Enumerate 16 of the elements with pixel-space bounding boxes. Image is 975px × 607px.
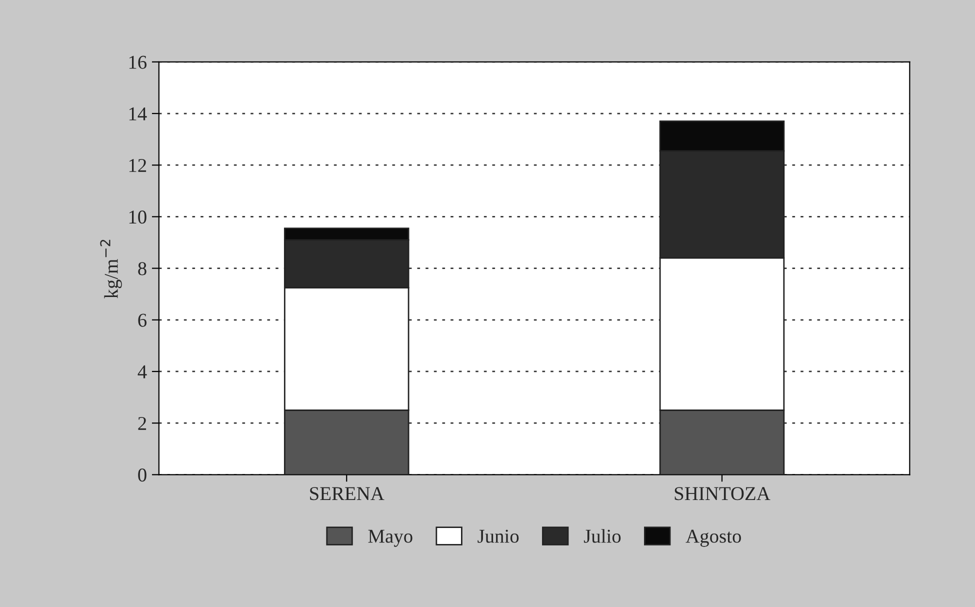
legend-label: Julio: [584, 529, 621, 543]
x-tick-label: SHINTOZA: [674, 487, 770, 500]
y-tick-label: 6: [138, 314, 147, 327]
legend-label: Agosto: [686, 530, 741, 547]
y-tick-label: 10: [129, 210, 146, 224]
y-axis-title: kg/m$^{−2}$: [100, 240, 122, 298]
y-tick-label: 14: [129, 107, 147, 120]
y-tick-label: 2: [138, 416, 146, 430]
y-tick-label: 0: [138, 468, 146, 482]
x-tick-label: SERENA: [310, 487, 384, 500]
y-tick-label: 16: [129, 56, 147, 69]
y-tick-label: 12: [129, 158, 146, 172]
y-tick-label: 8: [138, 262, 146, 276]
y-tick-label: 4: [138, 365, 147, 378]
legend-label: Junio: [478, 530, 519, 543]
legend-label: Mayo: [368, 530, 412, 547]
